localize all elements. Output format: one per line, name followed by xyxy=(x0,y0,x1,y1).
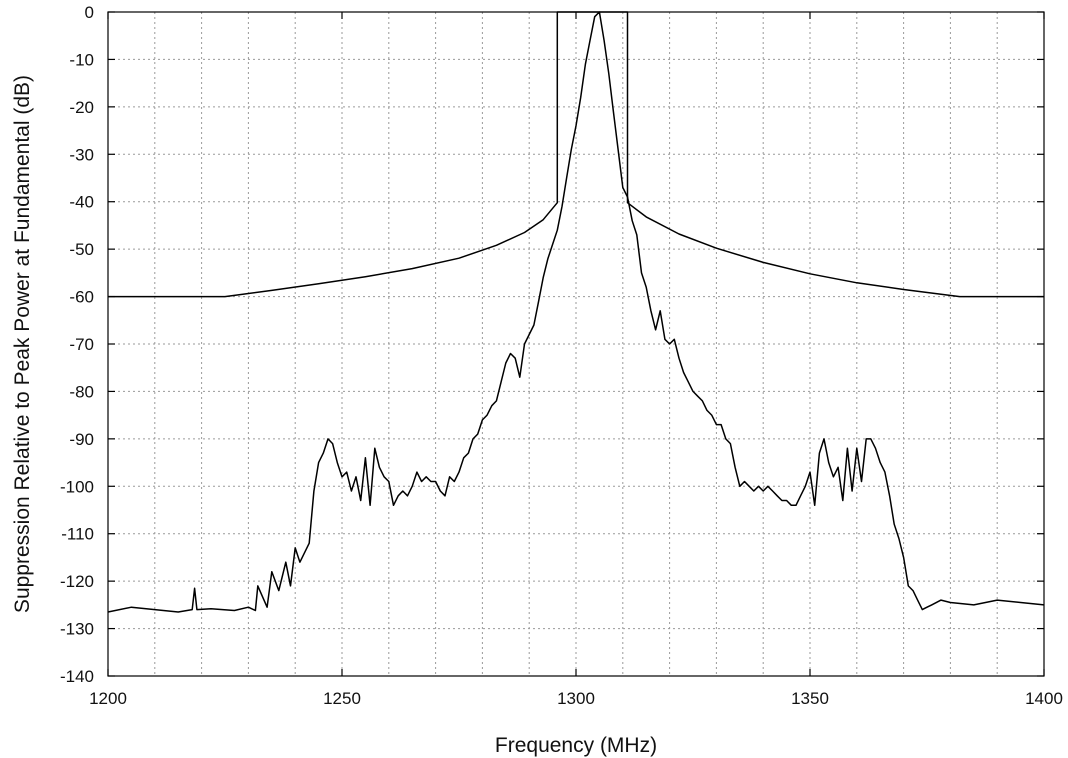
y-axis-title: Suppression Relative to Peak Power at Fu… xyxy=(11,75,34,613)
grid-lines xyxy=(108,12,1044,676)
y-tick-label: -110 xyxy=(61,525,94,544)
y-tick-label: -60 xyxy=(69,288,94,307)
y-tick-label: -20 xyxy=(69,98,94,117)
y-tick-label: -70 xyxy=(69,335,94,354)
x-tick-label: 1200 xyxy=(89,689,127,708)
y-tick-label: -140 xyxy=(60,667,94,686)
x-axis-title: Frequency (MHz) xyxy=(495,734,657,757)
y-tick-label: -130 xyxy=(60,620,94,639)
y-tick-label: 0 xyxy=(85,3,94,22)
y-tick-label: -10 xyxy=(69,50,94,69)
y-tick-label: -50 xyxy=(69,240,94,259)
x-tick-label: 1250 xyxy=(323,689,361,708)
y-tick-label: -120 xyxy=(60,572,94,591)
x-tick-label: 1300 xyxy=(557,689,595,708)
y-tick-label: -30 xyxy=(69,145,94,164)
y-tick-label: -100 xyxy=(60,477,94,496)
axis-ticks: 1200 1250 1300 1350 1400 0 -10 -20 -30 -40 -50 -60 -… xyxy=(60,3,1063,708)
spectrum-line xyxy=(107,11,1045,613)
x-tick-label: 1400 xyxy=(1025,689,1063,708)
x-tick-label: 1350 xyxy=(791,689,829,708)
y-tick-label: -40 xyxy=(69,193,94,212)
y-tick-label: -80 xyxy=(69,382,94,401)
y-tick-label: -90 xyxy=(69,430,94,449)
